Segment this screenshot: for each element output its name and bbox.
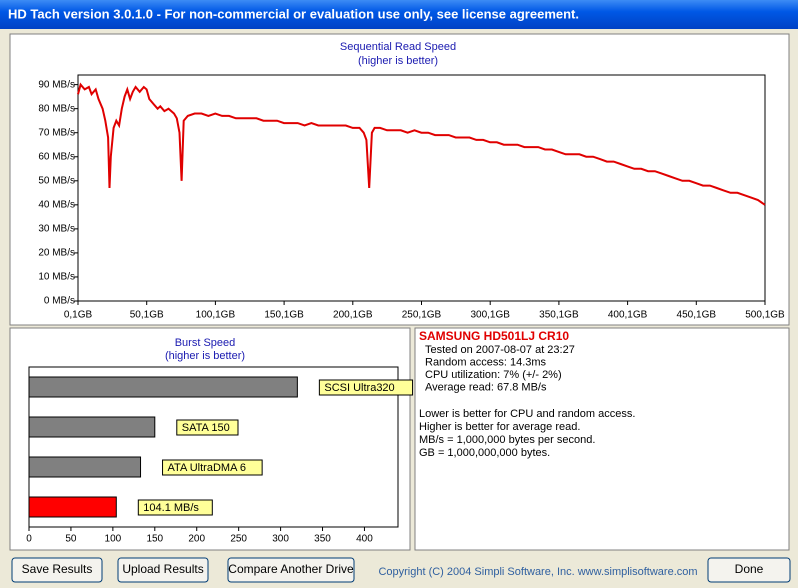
info-note: GB = 1,000,000,000 bytes. — [419, 447, 550, 459]
compare-button[interactable]: Compare Another Drive — [227, 557, 355, 583]
y-tick-label: 20 MB/s — [38, 248, 75, 259]
upload-button[interactable]: Upload Results — [117, 557, 209, 583]
y-tick-label: 70 MB/s — [38, 127, 75, 138]
info-note: Lower is better for CPU and random acces… — [419, 408, 635, 420]
chart-subtitle: (higher is better) — [165, 350, 245, 362]
y-tick-label: 0 MB/s — [44, 296, 75, 307]
x-tick-label: 150 — [146, 534, 163, 545]
y-tick-label: 40 MB/s — [38, 199, 75, 210]
info-note: MB/s = 1,000,000 bytes per second. — [419, 434, 595, 446]
x-tick-label: 350 — [314, 534, 331, 545]
chart-title: Sequential Read Speed — [340, 41, 456, 53]
x-tick-label: 400 — [356, 534, 373, 545]
chart-title: Burst Speed — [175, 337, 236, 349]
window-title: HD Tach version 3.0.1.0 - For non-commer… — [8, 6, 579, 21]
bar-label: SATA 150 — [182, 422, 230, 434]
button-label[interactable]: Upload Results — [122, 562, 203, 576]
x-tick-label: 300,1GB — [470, 310, 510, 321]
save-button[interactable]: Save Results — [11, 557, 103, 583]
button-label[interactable]: Save Results — [22, 562, 93, 576]
x-tick-label: 350,1GB — [539, 310, 579, 321]
x-tick-label: 100,1GB — [196, 310, 236, 321]
info-line: CPU utilization: 7% (+/- 2%) — [425, 369, 562, 381]
info-line: Tested on 2007-08-07 at 23:27 — [425, 344, 575, 356]
info-note: Higher is better for average read. — [419, 421, 580, 433]
y-tick-label: 60 MB/s — [38, 151, 75, 162]
x-tick-label: 400,1GB — [608, 310, 648, 321]
bar-label: SCSI Ultra320 — [324, 382, 394, 394]
y-tick-label: 10 MB/s — [38, 272, 75, 283]
x-tick-label: 0 — [26, 534, 32, 545]
x-tick-label: 250,1GB — [402, 310, 442, 321]
x-tick-label: 500,1GB — [745, 310, 785, 321]
read-line — [77, 82, 766, 206]
copyright: Copyright (C) 2004 Simpli Software, Inc.… — [378, 566, 697, 578]
button-label[interactable]: Compare Another Drive — [228, 562, 354, 576]
x-tick-label: 150,1GB — [264, 310, 304, 321]
x-tick-label: 300 — [272, 534, 289, 545]
x-tick-label: 100 — [105, 534, 122, 545]
x-tick-label: 250 — [230, 534, 247, 545]
x-tick-label: 50,1GB — [130, 310, 164, 321]
bar-label: ATA UltraDMA 6 — [168, 462, 246, 474]
x-tick-label: 0,1GB — [64, 310, 93, 321]
done-button[interactable]: Done — [707, 557, 791, 583]
label-box — [176, 419, 239, 436]
bar — [28, 416, 156, 438]
bar — [28, 496, 117, 518]
label-box — [318, 379, 414, 396]
read-plot — [77, 74, 766, 302]
y-tick-label: 90 MB/s — [38, 79, 75, 90]
bar — [28, 376, 298, 398]
bar-label: 104.1 MB/s — [143, 502, 199, 514]
chart-subtitle: (higher is better) — [358, 55, 438, 67]
x-tick-label: 200,1GB — [333, 310, 373, 321]
y-tick-label: 30 MB/s — [38, 224, 75, 235]
x-tick-label: 50 — [65, 534, 77, 545]
x-tick-label: 200 — [188, 534, 205, 545]
x-tick-label: 450,1GB — [677, 310, 717, 321]
title-bar — [0, 0, 798, 29]
button-label[interactable]: Done — [735, 562, 764, 576]
info-panel — [414, 327, 790, 551]
label-box — [162, 459, 263, 476]
drive-name: SAMSUNG HD501LJ CR10 — [419, 329, 569, 343]
y-tick-label: 50 MB/s — [38, 175, 75, 186]
bar — [28, 456, 142, 478]
info-line: Average read: 67.8 MB/s — [425, 381, 547, 393]
info-line: Random access: 14.3ms — [425, 356, 547, 368]
y-tick-label: 80 MB/s — [38, 103, 75, 114]
label-box — [137, 499, 213, 516]
